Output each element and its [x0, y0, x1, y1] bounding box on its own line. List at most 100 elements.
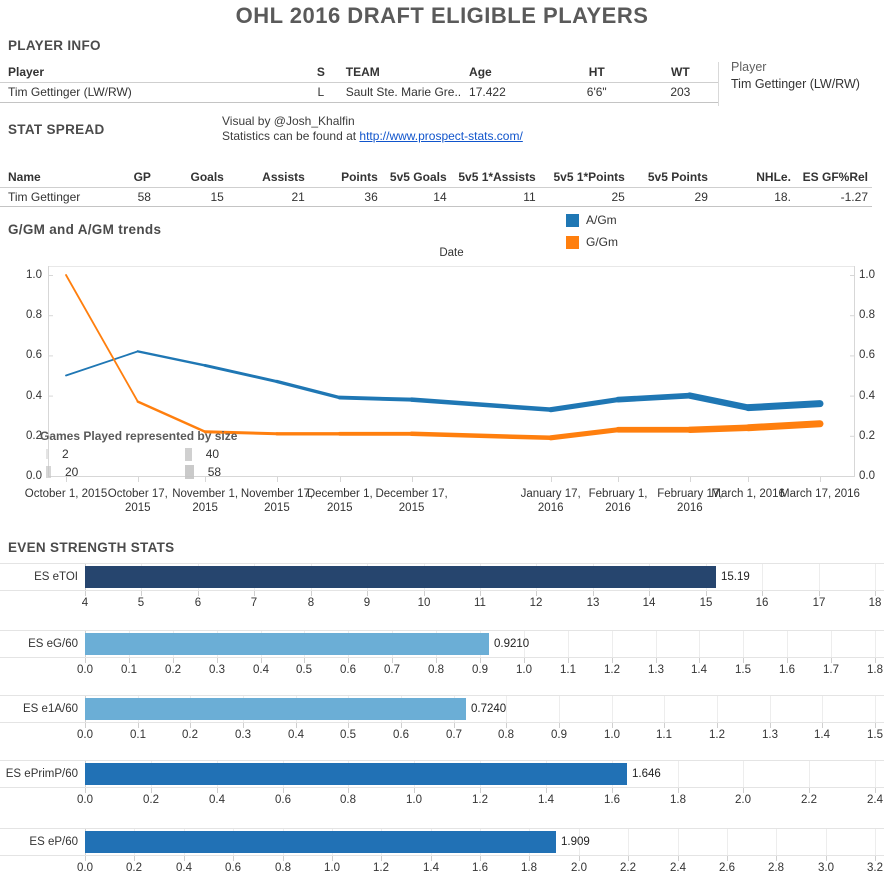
series-segment-A-Gm [615, 392, 693, 403]
cell-gp: 58 [137, 189, 151, 204]
section-heading-stat-spread: STAT SPREAD [8, 122, 105, 137]
tick-label: 18 [868, 597, 882, 609]
y-tick-label: 0.2 [26, 429, 42, 442]
tick-label: 1.8 [521, 862, 537, 874]
cell-age: 17.422 [469, 85, 506, 99]
tick-mark [424, 591, 425, 596]
tick-mark [727, 856, 728, 861]
tick-mark [743, 658, 744, 663]
tick-label: 1.5 [867, 729, 883, 741]
bar-row: ES eG/60 0.9210 [0, 630, 884, 658]
tick-mark [664, 723, 665, 728]
bar-chart-ES-ePrimP-60: ES ePrimP/60 1.646 0.0 0.2 0.4 0.6 0.8 1.0 1.2 1.… [0, 760, 884, 810]
series-segment-A-Gm [136, 350, 207, 367]
gridline [770, 696, 771, 722]
tick-label: 1.2 [709, 729, 725, 741]
section-heading-player-info: PLAYER INFO [8, 38, 101, 53]
x-tick-label: November 1, 2015 [172, 488, 239, 514]
tick-mark [190, 723, 191, 728]
gridline [875, 696, 876, 722]
tick-mark [431, 856, 432, 861]
tick-mark [141, 591, 142, 596]
bar-row: ES eTOI 15.19 [0, 563, 884, 591]
tick-mark [480, 788, 481, 793]
y-tick-label: 0.6 [859, 349, 875, 362]
gridline [743, 761, 744, 787]
tick-mark [579, 856, 580, 861]
gridline [727, 829, 728, 855]
col-wt: WT [671, 64, 690, 79]
bar-axis: 0.0 0.1 0.2 0.3 0.4 0.5 0.6 0.7 0.8 0.9 1.0 1.1 1.2 1… [0, 723, 884, 745]
tick-label: 1.1 [656, 729, 672, 741]
gridline [628, 829, 629, 855]
tick-mark [261, 658, 262, 663]
size-bar-icon [46, 466, 51, 478]
tick-mark [706, 591, 707, 596]
x-tick-label: November 17, 2015 [240, 488, 314, 514]
bar-chart-ES-eP-60: ES eP/60 1.909 0.0 0.2 0.4 0.6 0.8 1.0 1.2 1.4 1.6… [0, 828, 884, 878]
y-tick-label: 0.0 [859, 470, 875, 482]
cell-es-gf-rel: -1.27 [840, 189, 868, 204]
cell-assists: 21 [291, 189, 305, 204]
tick-label: 0.6 [225, 862, 241, 874]
y-tick-label: 0.4 [26, 389, 42, 402]
tick-label: 2.0 [571, 862, 587, 874]
tick-label: 0.6 [275, 794, 291, 806]
tick-label: 0.9 [551, 729, 567, 741]
tick-mark [348, 658, 349, 663]
tick-label: 15 [699, 597, 713, 609]
tick-mark [367, 591, 368, 596]
player-parameter-value[interactable]: Tim Gettinger (LW/RW) [731, 77, 860, 91]
bar-ES-ePrimP-60 [85, 763, 627, 785]
x-tick-label: December 1, 2015 [306, 488, 373, 514]
tick-label: 9 [363, 597, 371, 609]
gridline [559, 696, 560, 722]
player-info-table: Player S TEAM Age HT WT Tim Gettinger (L… [0, 62, 718, 103]
col-gp: GP [133, 170, 151, 185]
tick-mark [819, 591, 820, 596]
col-5v5-1points: 5v5 1*Points [553, 170, 625, 185]
size-legend-item: 40 [184, 445, 238, 463]
tick-label: 1.3 [648, 664, 664, 676]
tick-label: 1.7 [823, 664, 839, 676]
tick-mark [85, 788, 86, 793]
tick-label: 1.8 [670, 794, 686, 806]
prospect-stats-link[interactable]: http://www.prospect-stats.com/ [359, 129, 523, 143]
tick-label: 1.6 [779, 664, 795, 676]
tick-mark [656, 658, 657, 663]
ggm-swatch-icon [566, 235, 579, 249]
tick-mark [524, 658, 525, 663]
tick-mark [151, 788, 152, 793]
col-nhle: NHLe. [756, 170, 791, 185]
tick-label: 2.0 [735, 794, 751, 806]
tick-mark [546, 788, 547, 793]
series-segment-G-Gm [65, 274, 139, 403]
divider [718, 62, 719, 106]
gridline [875, 631, 876, 657]
gridline [743, 631, 744, 657]
tick-label: 7 [250, 597, 258, 609]
player-parameter-label: Player [731, 60, 767, 74]
cell-5v5-points: 29 [694, 189, 708, 204]
y-tick-label: 0.0 [26, 470, 42, 482]
gridline [875, 564, 876, 590]
gridline [612, 631, 613, 657]
tick-label: 0.0 [77, 862, 93, 874]
tick-label: 6 [194, 597, 202, 609]
tick-mark [678, 788, 679, 793]
tick-label: 3.0 [818, 862, 834, 874]
trend-plot [48, 266, 855, 482]
tick-label: 0.4 [209, 794, 225, 806]
tick-label: 0.7 [384, 664, 400, 676]
tick-mark [875, 591, 876, 596]
bar-ES-eP-60 [85, 831, 556, 853]
tick-mark [304, 658, 305, 663]
x-tick-label: October 17, 2015 [107, 488, 168, 514]
tick-label: 1.2 [373, 862, 389, 874]
legend-item-ggm: G/Gm [566, 231, 618, 253]
byline: Visual by @Josh_Khalfin Statistics can b… [222, 114, 523, 144]
series-segment-A-Gm [337, 395, 414, 402]
trend-chart: 0.0 0.2 0.4 0.6 0.8 1.0 0.0 0.2 0.4 0.6 0.8 1.0 Oc… [0, 266, 884, 516]
tick-label: 0.7 [446, 729, 462, 741]
tick-mark [480, 856, 481, 861]
